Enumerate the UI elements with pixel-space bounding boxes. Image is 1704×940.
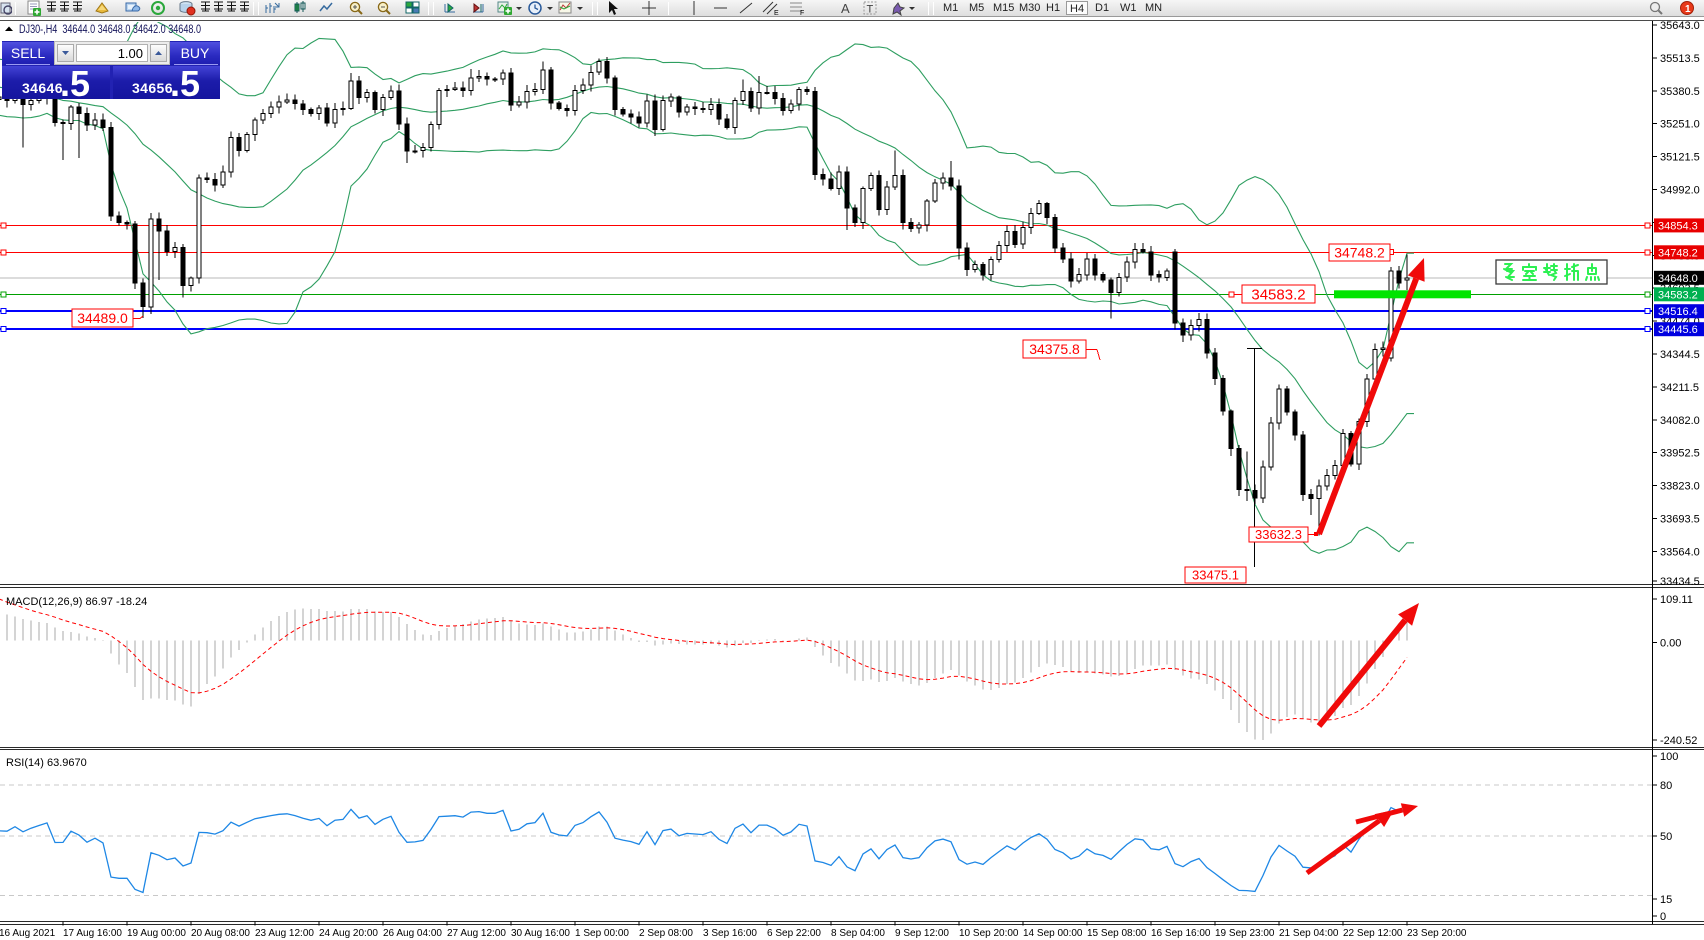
svg-text:33693.5: 33693.5	[1660, 514, 1700, 526]
svg-text:1 Sep 00:00: 1 Sep 00:00	[575, 928, 629, 939]
svg-text:0.00: 0.00	[1660, 638, 1681, 650]
svg-text:33952.5: 33952.5	[1660, 448, 1700, 460]
svg-text:34082.0: 34082.0	[1660, 415, 1700, 427]
svg-text:30 Aug 16:00: 30 Aug 16:00	[511, 928, 570, 939]
svg-text:35121.5: 35121.5	[1660, 152, 1700, 164]
svg-text:34748.2: 34748.2	[1658, 247, 1698, 259]
svg-text:35251.0: 35251.0	[1660, 119, 1700, 131]
svg-text:34516.4: 34516.4	[1658, 306, 1698, 318]
svg-text:16 Sep 16:00: 16 Sep 16:00	[1151, 928, 1211, 939]
svg-text:17 Aug 16:00: 17 Aug 16:00	[63, 928, 122, 939]
svg-text:33475.1: 33475.1	[1192, 568, 1239, 583]
svg-text:35643.0: 35643.0	[1660, 20, 1700, 32]
svg-text:14 Sep 00:00: 14 Sep 00:00	[1023, 928, 1083, 939]
svg-text:34211.5: 34211.5	[1660, 382, 1699, 394]
svg-text:34344.5: 34344.5	[1660, 349, 1700, 361]
svg-text:E: E	[774, 10, 779, 16]
svg-text:10 Sep 20:00: 10 Sep 20:00	[959, 928, 1019, 939]
svg-text:0: 0	[1660, 911, 1666, 923]
svg-text:8 Sep 04:00: 8 Sep 04:00	[831, 928, 885, 939]
svg-text:34648.0: 34648.0	[1658, 273, 1698, 285]
svg-text:23 Sep 20:00: 23 Sep 20:00	[1407, 928, 1467, 939]
svg-text:16 Aug 2021: 16 Aug 2021	[0, 928, 56, 939]
svg-text:23 Aug 12:00: 23 Aug 12:00	[255, 928, 314, 939]
svg-text:15: 15	[1660, 894, 1672, 906]
svg-text:21 Sep 04:00: 21 Sep 04:00	[1279, 928, 1339, 939]
svg-text:22 Sep 12:00: 22 Sep 12:00	[1343, 928, 1403, 939]
svg-text:24 Aug 20:00: 24 Aug 20:00	[319, 928, 378, 939]
svg-text:2 Sep 08:00: 2 Sep 08:00	[639, 928, 693, 939]
svg-text:A: A	[841, 1, 850, 16]
svg-text:100: 100	[1660, 751, 1678, 763]
svg-text:DJ30-,H4 34644.0 34648.0 3464: DJ30-,H4 34644.0 34648.0 34642.0 34648.0	[19, 24, 201, 36]
svg-text:6 Sep 22:00: 6 Sep 22:00	[767, 928, 821, 939]
svg-text:F: F	[800, 10, 804, 16]
svg-text:20 Aug 08:00: 20 Aug 08:00	[191, 928, 250, 939]
svg-text:34583.2: 34583.2	[1658, 289, 1698, 301]
svg-text:33823.0: 33823.0	[1660, 481, 1700, 493]
svg-text:T: T	[867, 4, 874, 16]
svg-text:19 Aug 00:00: 19 Aug 00:00	[127, 928, 186, 939]
svg-text:3 Sep 16:00: 3 Sep 16:00	[703, 928, 757, 939]
svg-text:34375.8: 34375.8	[1029, 341, 1080, 357]
svg-text:34489.0: 34489.0	[77, 310, 128, 326]
svg-text:26 Aug 04:00: 26 Aug 04:00	[383, 928, 442, 939]
svg-text:80: 80	[1660, 780, 1672, 792]
svg-text:-240.52: -240.52	[1660, 735, 1697, 747]
svg-text:15 Sep 08:00: 15 Sep 08:00	[1087, 928, 1147, 939]
svg-text:19 Sep 23:00: 19 Sep 23:00	[1215, 928, 1275, 939]
svg-text:34748.2: 34748.2	[1334, 245, 1385, 261]
svg-text:9 Sep 12:00: 9 Sep 12:00	[895, 928, 949, 939]
svg-text:27 Aug 12:00: 27 Aug 12:00	[447, 928, 506, 939]
svg-text:109.11: 109.11	[1660, 594, 1693, 606]
svg-text:33632.3: 33632.3	[1255, 527, 1302, 542]
svg-text:MACD(12,26,9) 86.97 -18.24: MACD(12,26,9) 86.97 -18.24	[6, 596, 147, 608]
svg-text:50: 50	[1660, 831, 1672, 843]
svg-text:33434.5: 33434.5	[1660, 576, 1700, 588]
svg-text:34583.2: 34583.2	[1251, 286, 1305, 303]
svg-text:34992.0: 34992.0	[1660, 185, 1700, 197]
svg-text:35513.5: 35513.5	[1660, 53, 1700, 65]
svg-text:34445.6: 34445.6	[1658, 324, 1698, 336]
svg-text:34854.3: 34854.3	[1658, 220, 1698, 232]
svg-text:35380.5: 35380.5	[1660, 86, 1700, 98]
svg-text:1: 1	[1685, 4, 1691, 15]
svg-text:33564.0: 33564.0	[1660, 546, 1700, 558]
svg-text:RSI(14) 63.9670: RSI(14) 63.9670	[6, 757, 87, 769]
